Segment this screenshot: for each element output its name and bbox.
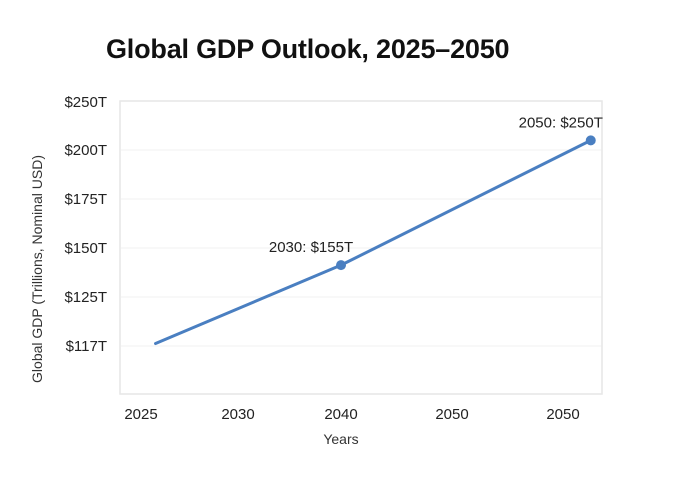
- data-point: [585, 135, 596, 146]
- x-tick-label: 2050: [435, 406, 468, 423]
- y-tick-label: $250T: [64, 94, 107, 111]
- series-layer: 2030: $155T 2050: $250T: [154, 114, 603, 346]
- data-point: [336, 260, 346, 271]
- series-line: [154, 138, 593, 346]
- x-tick-label: 2040: [324, 406, 357, 423]
- y-tick-label: $175T: [64, 191, 107, 208]
- x-axis-label: Years: [323, 431, 358, 447]
- y-tick-label: $200T: [64, 142, 107, 159]
- gridlines: [121, 149, 602, 347]
- plot-frame: [119, 100, 603, 395]
- data-label: 2030: $155T: [269, 239, 353, 256]
- chart-title: Global GDP Outlook, 2025–2050: [106, 34, 510, 64]
- y-axis-ticks: $117T $125T $150T $175T $200T $250T: [64, 94, 107, 355]
- y-tick-label: $125T: [64, 289, 107, 306]
- y-tick-label: $117T: [66, 338, 107, 355]
- x-axis-ticks: 2025 2030 2040 2050 2050: [124, 406, 579, 423]
- x-tick-label: 2030: [221, 406, 254, 423]
- x-tick-label: 2025: [124, 406, 157, 423]
- y-tick-label: $150T: [64, 240, 107, 257]
- data-label: 2050: $250T: [519, 114, 603, 131]
- x-tick-label: 2050: [546, 406, 579, 423]
- y-axis-label: Global GDP (Trillions, Nominal USD): [29, 155, 45, 383]
